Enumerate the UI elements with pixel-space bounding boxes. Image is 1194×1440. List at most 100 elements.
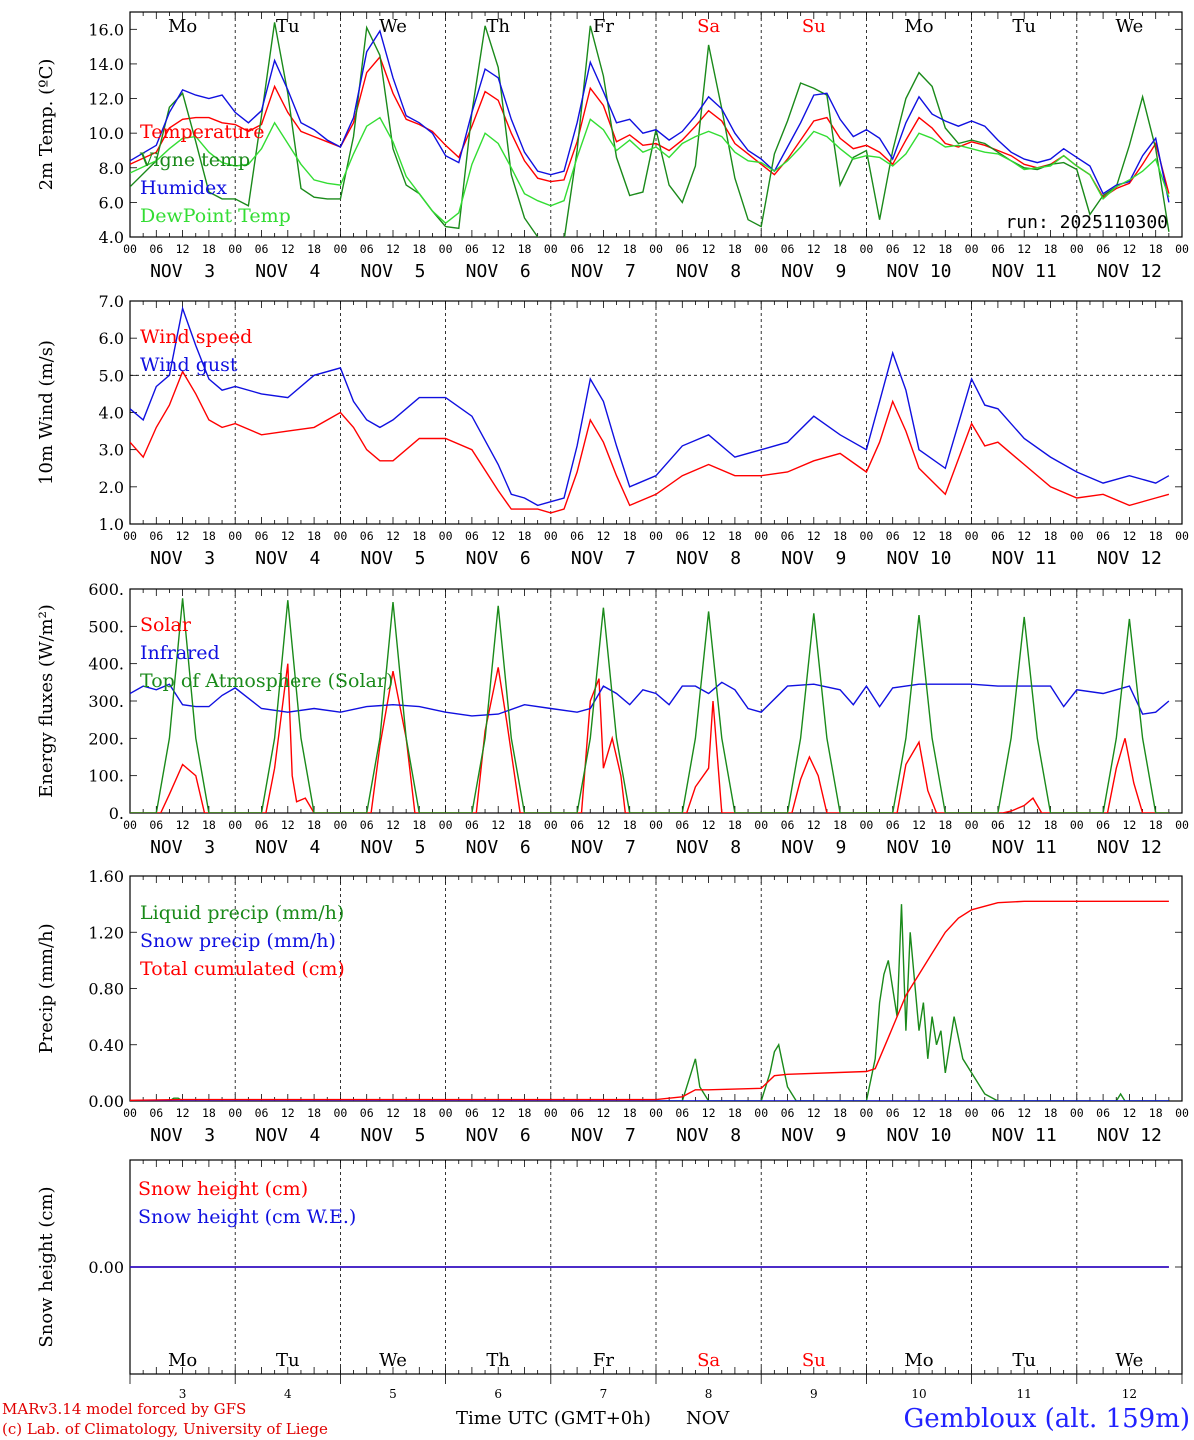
- hour-label: 12: [702, 818, 716, 832]
- hour-label: 18: [202, 818, 216, 832]
- legend-entry: Total cumulated (cm): [140, 958, 345, 980]
- y-tick-label: 0.80: [88, 980, 124, 999]
- hour-label: 12: [281, 242, 295, 256]
- x-axis-title: Time UTC (GMT+0h): [456, 1408, 651, 1429]
- hour-label: 00: [228, 818, 242, 832]
- hour-label: 12: [386, 1106, 400, 1120]
- y-tick-label: 0.00: [88, 1092, 124, 1111]
- date-label: NOV 7: [571, 837, 636, 858]
- panel-snow: 0.00 Snow height (cm) Mo Tu We Th Fr Sa Su Mo Tu We…: [36, 1159, 1183, 1401]
- hour-label: 06: [465, 529, 479, 543]
- date-label: NOV 10: [886, 1125, 951, 1146]
- weekday-label: We: [379, 16, 407, 37]
- legend-entry: Snow precip (mm/h): [140, 930, 336, 952]
- hour-label: 18: [307, 242, 321, 256]
- hour-label: 18: [518, 529, 532, 543]
- hour-label: 00: [1070, 818, 1084, 832]
- weekday-label: Sa: [697, 16, 720, 37]
- date-label: NOV 11: [992, 837, 1057, 858]
- hour-label: 12: [702, 529, 716, 543]
- hour-label: 00: [544, 529, 558, 543]
- hour-label: 00: [1175, 818, 1189, 832]
- hour-label: 12: [1122, 818, 1136, 832]
- x-axis-month: NOV: [686, 1408, 730, 1429]
- hour-label: 06: [675, 1106, 689, 1120]
- hour-label: 18: [833, 529, 847, 543]
- hour-label: 12: [807, 242, 821, 256]
- date-label: NOV 7: [571, 1125, 636, 1146]
- date-label: NOV 5: [360, 261, 425, 282]
- day-number: 8: [705, 1387, 713, 1401]
- hour-label: 06: [675, 529, 689, 543]
- date-label: NOV 6: [466, 548, 531, 569]
- hour-label: 06: [149, 818, 163, 832]
- hour-label: 12: [1122, 1106, 1136, 1120]
- hour-label: 06: [255, 242, 269, 256]
- series-line-wind-speed: [130, 370, 1170, 514]
- run-annotation: run: 2025110300: [1005, 212, 1168, 233]
- hour-label: 06: [255, 529, 269, 543]
- hour-label: 12: [807, 818, 821, 832]
- hour-label: 06: [886, 529, 900, 543]
- hour-label: 18: [728, 818, 742, 832]
- hour-label: 18: [1044, 818, 1058, 832]
- hour-label: 12: [176, 818, 190, 832]
- weekday-label: Th: [486, 1350, 510, 1371]
- hour-label: 00: [1175, 1106, 1189, 1120]
- date-label: NOV 4: [255, 548, 320, 569]
- hour-label: 12: [912, 242, 926, 256]
- hour-label: 18: [623, 242, 637, 256]
- hour-label: 18: [728, 529, 742, 543]
- series-line-humidex: [130, 29, 1170, 203]
- hour-label: 18: [202, 529, 216, 543]
- y-axis-label: 10m Wind (m/s): [36, 340, 57, 485]
- hour-label: 06: [570, 242, 584, 256]
- weekday-label: Mo: [168, 1350, 197, 1371]
- hour-label: 12: [491, 529, 505, 543]
- date-label: NOV 8: [676, 548, 741, 569]
- series-line-solar: [130, 663, 1169, 813]
- hour-label: 18: [728, 1106, 742, 1120]
- date-label: NOV 8: [676, 261, 741, 282]
- date-label: NOV 9: [781, 548, 846, 569]
- legend-entry: Liquid precip (mm/h): [140, 902, 344, 924]
- hour-label: 12: [1122, 529, 1136, 543]
- hour-label: 12: [281, 818, 295, 832]
- legend-entry: Humidex: [140, 177, 227, 199]
- legend-entry: Infrared: [140, 642, 220, 664]
- hour-label: 06: [1096, 529, 1110, 543]
- panel-wind: 1.0 2.0 3.0 4.0 5.0 6.0 7.0 10m Wind (m/s) 00 06 1…: [36, 292, 1189, 569]
- hour-label: 12: [281, 1106, 295, 1120]
- hour-label: 00: [228, 529, 242, 543]
- date-label: NOV 7: [571, 261, 636, 282]
- hour-label: 12: [1017, 818, 1031, 832]
- hour-label: 12: [281, 529, 295, 543]
- hour-label: 00: [965, 242, 979, 256]
- hour-label: 06: [1096, 1106, 1110, 1120]
- weekday-label: Tu: [1012, 1350, 1036, 1371]
- hour-label: 00: [228, 1106, 242, 1120]
- y-tick-label: 400.: [88, 655, 124, 674]
- hour-label: 18: [1149, 1106, 1163, 1120]
- hour-label: 18: [833, 1106, 847, 1120]
- y-tick-label: 4.0: [99, 404, 124, 423]
- hour-label: 18: [1149, 818, 1163, 832]
- hour-label: 12: [596, 242, 610, 256]
- hour-label: 12: [596, 1106, 610, 1120]
- hour-label: 12: [912, 818, 926, 832]
- date-label: NOV 5: [360, 837, 425, 858]
- hour-label: 06: [781, 818, 795, 832]
- panel-precip: 0.00 0.40 0.80 1.20 1.60 Precip (mm/h) 00 06 12 1…: [36, 867, 1189, 1146]
- weekday-label: Fr: [593, 1350, 614, 1371]
- y-tick-label: 200.: [88, 729, 124, 748]
- date-label: NOV 10: [886, 548, 951, 569]
- hour-label: 18: [833, 242, 847, 256]
- hour-label: 00: [123, 529, 137, 543]
- hour-label: 00: [1175, 242, 1189, 256]
- hour-label: 00: [544, 1106, 558, 1120]
- hour-label: 00: [649, 818, 663, 832]
- hour-label: 18: [307, 1106, 321, 1120]
- date-label: NOV 5: [360, 548, 425, 569]
- hour-label: 18: [307, 529, 321, 543]
- hour-label: 00: [333, 1106, 347, 1120]
